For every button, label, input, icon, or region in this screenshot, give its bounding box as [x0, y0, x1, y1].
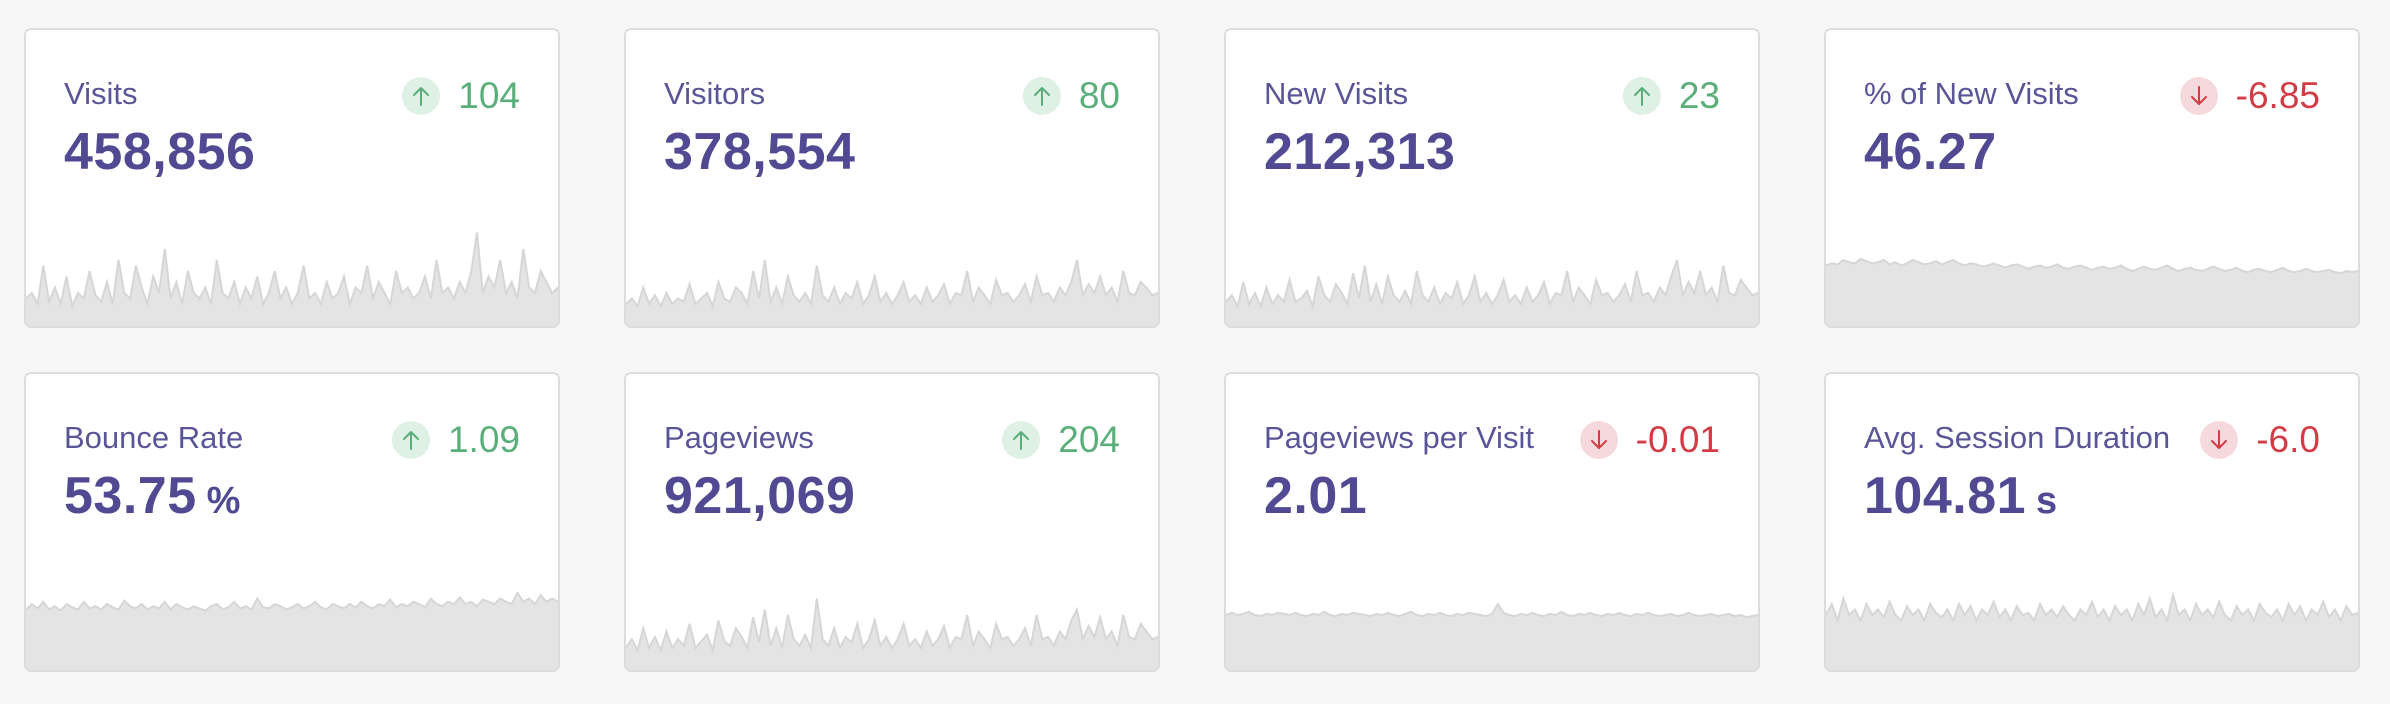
value-number: 46.27 — [1864, 123, 1997, 181]
card-value: 378,554 — [664, 122, 855, 182]
value-number: 2.01 — [1264, 467, 1368, 525]
arrow-down-icon — [2179, 77, 2218, 115]
sparkline-line — [626, 259, 1158, 310]
sparkline-area — [626, 260, 1158, 326]
change-indicator: 204 — [1002, 418, 1120, 462]
sparkline — [626, 560, 1158, 670]
card-title: Pageviews per Visit — [1264, 420, 1534, 455]
value-number: 212,313 — [1264, 123, 1456, 181]
sparkline-line — [1826, 257, 2358, 275]
value-number: 53.75 — [64, 467, 197, 525]
sparkline-line — [1226, 602, 1758, 619]
card-value: 53.75% — [64, 466, 241, 526]
sparkline — [26, 560, 558, 670]
sparkline-area — [1826, 258, 2358, 326]
sparkline-line — [26, 232, 558, 310]
kpi-card-pageviews[interactable]: Pageviews 921,069 204 — [624, 372, 1160, 672]
arrow-down-icon — [2200, 421, 2239, 459]
value-number: 921,069 — [664, 467, 856, 525]
kpi-card-avg-session-duration[interactable]: Avg. Session Duration 104.81 s -6.0 — [1824, 372, 2360, 672]
value-number: 104.81 — [1864, 467, 2027, 525]
arrow-up-icon — [402, 77, 441, 115]
change-value: 1.09 — [447, 419, 520, 460]
card-value: 2.01 — [1264, 466, 1367, 526]
sparkline — [1226, 216, 1758, 326]
sparkline-area — [1226, 604, 1758, 670]
change-value: -6.0 — [2256, 419, 2320, 460]
value-number: 378,554 — [664, 123, 856, 181]
sparkline — [1826, 216, 2358, 326]
sparkline-area — [1826, 595, 2358, 670]
change-value: -0.01 — [1635, 419, 1720, 460]
arrow-up-icon — [1002, 421, 1041, 459]
value-number: 458,856 — [64, 123, 256, 181]
card-title: Visitors — [664, 76, 766, 111]
kpi-card-visits[interactable]: Visits 458,856 104 — [24, 28, 560, 328]
arrow-down-icon — [1579, 421, 1618, 459]
card-title: Pageviews — [664, 420, 814, 455]
kpi-card-bounce-rate[interactable]: Bounce Rate 53.75% 1.09 — [24, 372, 560, 672]
kpi-card-percent-new-visits[interactable]: % of New Visits 46.27 -6.85 — [1824, 28, 2360, 328]
change-value: -6.85 — [2235, 75, 2320, 116]
value-unit: % — [206, 480, 241, 522]
change-indicator: 1.09 — [391, 418, 520, 462]
sparkline-area — [626, 598, 1158, 670]
kpi-card-new-visits[interactable]: New Visits 212,313 23 — [1224, 28, 1760, 328]
change-indicator: -6.85 — [2179, 74, 2320, 118]
sparkline-line — [626, 598, 1158, 654]
card-title: New Visits — [1264, 76, 1409, 111]
card-title: Avg. Session Duration — [1864, 420, 2171, 455]
kpi-card-visitors[interactable]: Visitors 378,554 80 — [624, 28, 1160, 328]
card-value: 104.81 s — [1864, 466, 2058, 526]
arrow-up-icon — [1622, 77, 1661, 115]
sparkline — [1826, 560, 2358, 670]
change-value: 80 — [1078, 75, 1120, 116]
card-value: 921,069 — [664, 466, 855, 526]
card-value: 212,313 — [1264, 122, 1455, 182]
sparkline — [1226, 560, 1758, 670]
change-indicator: 80 — [1022, 74, 1120, 118]
change-value: 104 — [458, 75, 520, 116]
change-value: 204 — [1058, 419, 1120, 460]
change-indicator: 23 — [1622, 74, 1720, 118]
value-unit: s — [2036, 480, 2058, 522]
sparkline-line — [1826, 591, 2358, 624]
sparkline-area — [1226, 260, 1758, 326]
card-value: 46.27 — [1864, 122, 1997, 182]
card-title: Bounce Rate — [64, 420, 244, 455]
change-indicator: -6.0 — [2200, 418, 2320, 462]
card-title: % of New Visits — [1864, 76, 2079, 111]
card-value: 458,856 — [64, 122, 255, 182]
sparkline — [26, 216, 558, 326]
card-title: Visits — [64, 76, 138, 111]
sparkline-area — [26, 232, 558, 326]
sparkline-line — [1226, 259, 1758, 310]
sparkline-area — [26, 593, 558, 670]
sparkline-line — [26, 591, 558, 612]
kpi-card-pageviews-per-visit[interactable]: Pageviews per Visit 2.01 -0.01 — [1224, 372, 1760, 672]
change-indicator: -0.01 — [1579, 418, 1720, 462]
arrow-up-icon — [1022, 77, 1061, 115]
change-value: 23 — [1678, 75, 1720, 116]
sparkline — [626, 216, 1158, 326]
change-indicator: 104 — [402, 74, 520, 118]
arrow-up-icon — [391, 421, 430, 459]
